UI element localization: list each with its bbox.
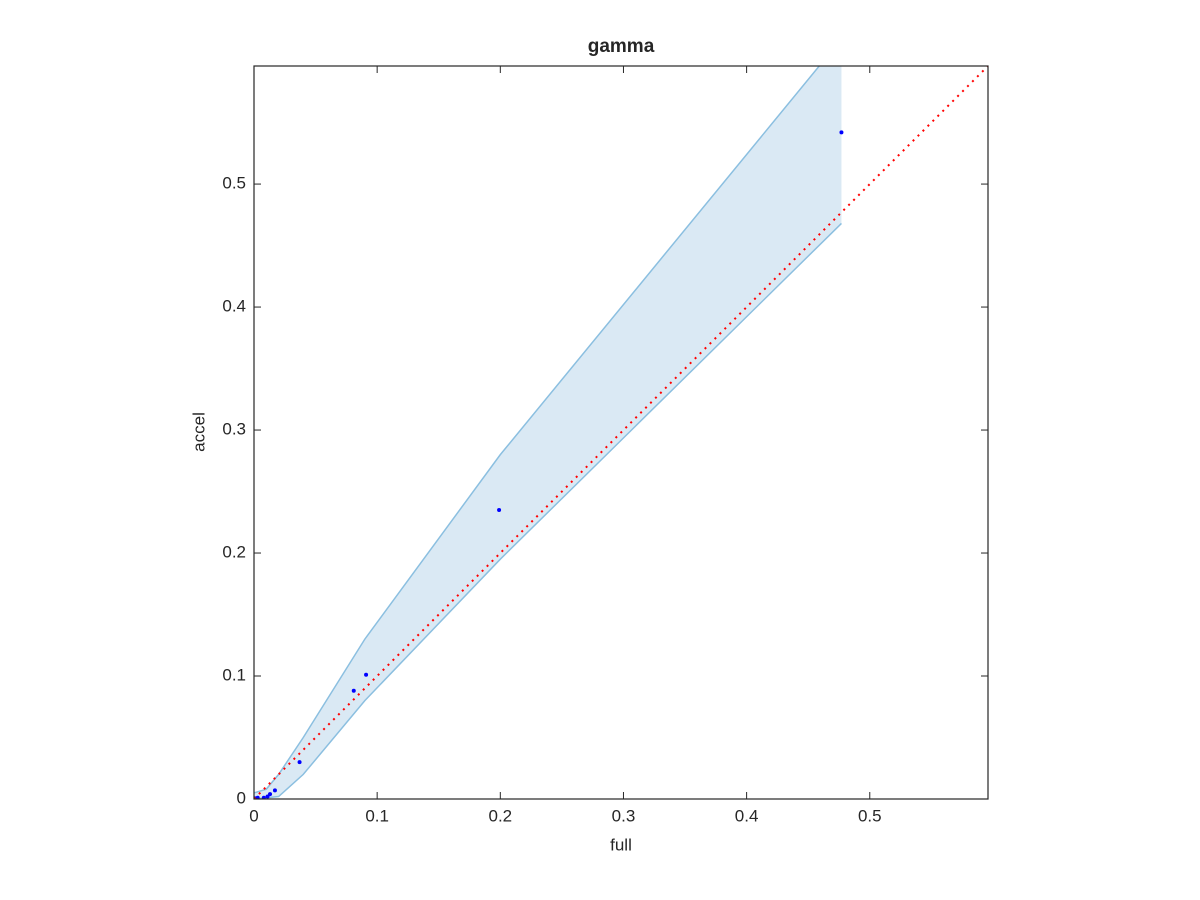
point — [272, 788, 277, 793]
point — [261, 795, 266, 799]
x-tick-label: 0.4 — [735, 806, 759, 825]
x-tick-label: 0.2 — [488, 806, 512, 825]
point — [265, 794, 270, 799]
y-tick-label: 0.5 — [222, 174, 246, 193]
reference-line — [254, 66, 988, 799]
band-fill — [254, 66, 842, 799]
y-axis-label: accel — [189, 412, 208, 452]
point — [255, 795, 260, 799]
y-tick-label: 0 — [237, 788, 246, 807]
y-tick-label: 0.1 — [222, 665, 246, 684]
point — [364, 672, 369, 677]
x-tick-label: 0 — [249, 806, 258, 825]
x-tick-label: 0.5 — [858, 806, 882, 825]
point — [268, 792, 273, 797]
y-tick-label: 0.3 — [222, 420, 246, 439]
y-tick-label: 0.4 — [222, 297, 246, 316]
band-upper — [254, 66, 821, 794]
y-tick-label: 0.2 — [222, 543, 246, 562]
point — [497, 507, 502, 512]
point — [839, 130, 844, 135]
x-tick-label: 0.1 — [365, 806, 389, 825]
plot-area — [254, 66, 988, 799]
axes: 0 0.1 0.2 0.3 0.4 0.5 0 0.1 0.2 0.3 0.4 0.5 — [222, 65, 989, 825]
x-tick-label: 0.3 — [612, 806, 636, 825]
chart-title: gamma — [588, 36, 655, 57]
point — [351, 688, 356, 693]
point — [297, 760, 302, 765]
axes-box — [253, 65, 989, 800]
x-axis-label: full — [610, 835, 632, 854]
